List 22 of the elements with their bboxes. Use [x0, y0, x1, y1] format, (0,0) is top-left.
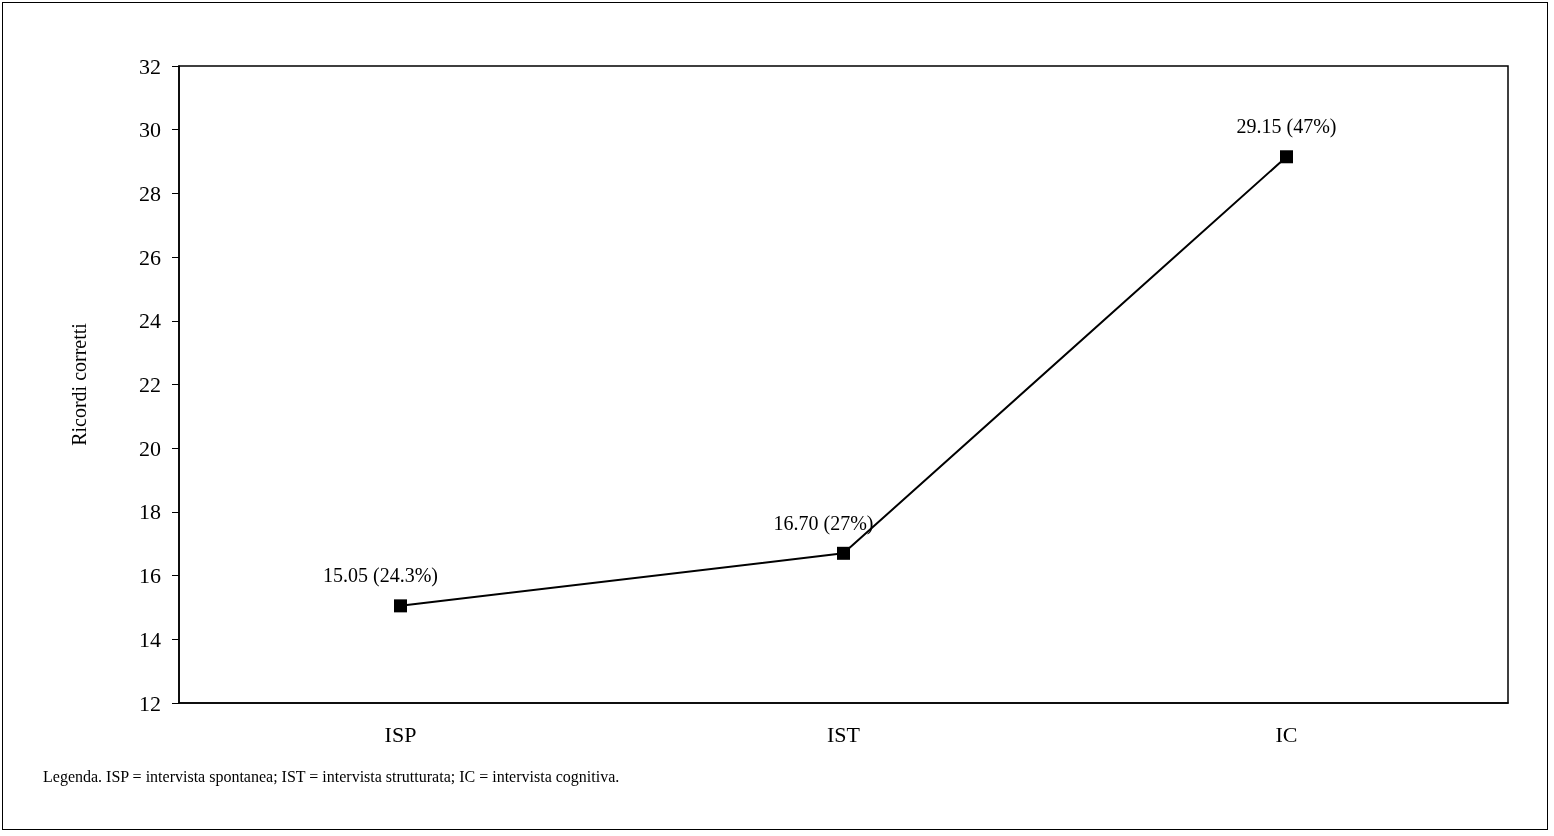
y-tick-label: 14 — [139, 626, 161, 652]
text: Legenda. ISP = intervista spontanea; IST = intervista strutturata; IC = intervista cognitiva. — [43, 768, 620, 786]
point — [394, 599, 407, 613]
y-tick-label: 18 — [139, 499, 161, 525]
y-tick-label: 22 — [139, 372, 161, 397]
x-tick-label: ISP — [384, 721, 417, 747]
y-tick-label: 24 — [139, 308, 161, 334]
point — [837, 546, 850, 560]
y-tick-label: 20 — [139, 435, 161, 461]
y-tick-label: 32 — [139, 53, 161, 79]
y-axis-title: Ricordi corretti — [68, 322, 90, 446]
point — [1280, 150, 1293, 164]
y-tick-label: 28 — [139, 180, 161, 206]
data-label: 16.70 (27%) — [773, 511, 874, 535]
y-tick-label: 26 — [139, 244, 161, 270]
y-tick-label: 16 — [139, 563, 161, 589]
x-tick-label: IST — [827, 721, 861, 747]
data-label: 15.05 (24.3%) — [323, 564, 438, 588]
y-tick-label: 12 — [139, 690, 161, 716]
y-tick-label: 30 — [139, 117, 161, 143]
data-label: 29.15 (47%) — [1236, 115, 1337, 139]
x-tick-label: IC — [1275, 721, 1298, 747]
